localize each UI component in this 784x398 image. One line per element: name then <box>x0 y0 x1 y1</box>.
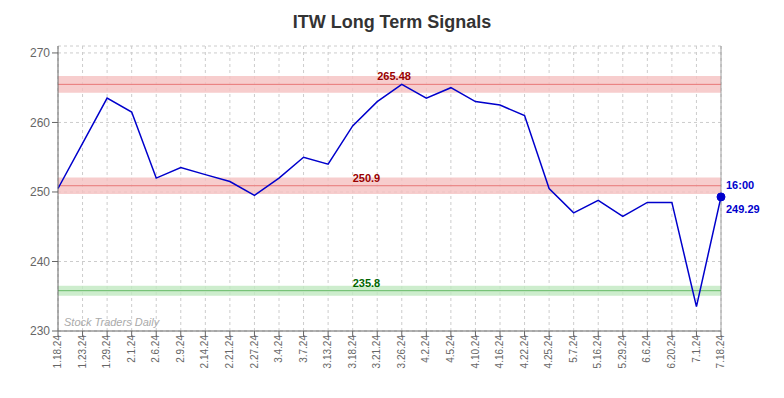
svg-text:1.29.24: 1.29.24 <box>101 335 112 369</box>
svg-text:240: 240 <box>30 255 50 269</box>
svg-text:2.21.24: 2.21.24 <box>224 335 235 369</box>
svg-text:4.5.24: 4.5.24 <box>445 335 456 363</box>
svg-text:Stock Traders Daily: Stock Traders Daily <box>64 316 161 328</box>
svg-text:7.18.24: 7.18.24 <box>715 335 726 369</box>
svg-text:7.1.24: 7.1.24 <box>691 335 702 363</box>
svg-text:2.1.24: 2.1.24 <box>126 335 137 363</box>
svg-text:4.16.24: 4.16.24 <box>494 335 505 369</box>
svg-text:6.20.24: 6.20.24 <box>666 335 677 369</box>
svg-text:2.14.24: 2.14.24 <box>199 335 210 369</box>
svg-text:3.4.24: 3.4.24 <box>273 335 284 363</box>
svg-text:5.29.24: 5.29.24 <box>617 335 628 369</box>
svg-text:250.9: 250.9 <box>353 172 381 184</box>
svg-text:5.16.24: 5.16.24 <box>592 335 603 369</box>
svg-text:4.22.24: 4.22.24 <box>519 335 530 369</box>
svg-text:5.7.24: 5.7.24 <box>568 335 579 363</box>
svg-text:3.18.24: 3.18.24 <box>347 335 358 369</box>
svg-text:3.21.24: 3.21.24 <box>371 335 382 369</box>
svg-text:2.6.24: 2.6.24 <box>150 335 161 363</box>
svg-text:249.29: 249.29 <box>726 203 760 215</box>
html-text:ITW Long Term Signals: ITW Long Term Signals <box>292 12 492 32</box>
svg-text:1.18.24: 1.18.24 <box>52 335 63 369</box>
svg-text:3.26.24: 3.26.24 <box>396 335 407 369</box>
svg-text:3.7.24: 3.7.24 <box>298 335 309 363</box>
svg-text:2.27.24: 2.27.24 <box>249 335 260 369</box>
svg-text:230: 230 <box>30 324 50 338</box>
svg-text:3.13.24: 3.13.24 <box>322 335 333 369</box>
svg-text:6.6.24: 6.6.24 <box>641 335 652 363</box>
svg-text:16:00: 16:00 <box>726 179 754 191</box>
svg-text:250: 250 <box>30 185 50 199</box>
svg-text:1.23.24: 1.23.24 <box>77 335 88 369</box>
svg-text:4.25.24: 4.25.24 <box>543 335 554 369</box>
svg-text:4.2.24: 4.2.24 <box>420 335 431 363</box>
svg-text:235.8: 235.8 <box>353 277 381 289</box>
svg-text:270: 270 <box>30 46 50 60</box>
svg-text:265.48: 265.48 <box>377 70 411 82</box>
svg-text:2.9.24: 2.9.24 <box>175 335 186 363</box>
svg-text:4.10.24: 4.10.24 <box>470 335 481 369</box>
svg-text:260: 260 <box>30 116 50 130</box>
